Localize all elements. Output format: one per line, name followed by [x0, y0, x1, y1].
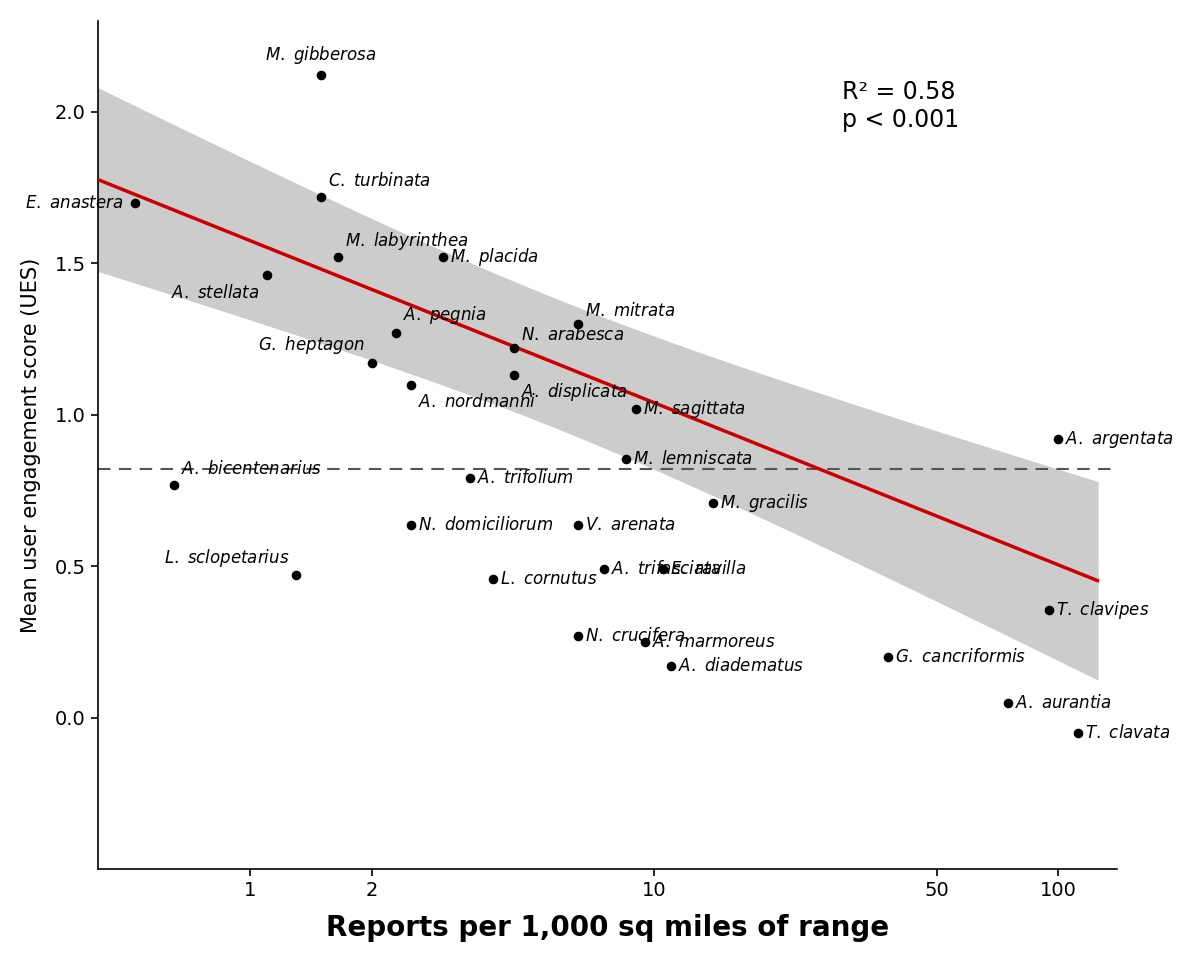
- Point: [433, 249, 452, 265]
- Point: [287, 568, 306, 584]
- Point: [661, 659, 680, 674]
- Point: [569, 518, 588, 534]
- Text: $\mathit{M.}$ $\mathit{placida}$: $\mathit{M.}$ $\mathit{placida}$: [450, 247, 539, 269]
- Text: $\mathit{A.}$ $\mathit{marmoreus}$: $\mathit{A.}$ $\mathit{marmoreus}$: [652, 633, 775, 651]
- Text: $\mathit{A.}$ $\mathit{argentata}$: $\mathit{A.}$ $\mathit{argentata}$: [1066, 429, 1174, 450]
- Point: [616, 451, 635, 466]
- Text: $\mathit{G.}$ $\mathit{cancriformis}$: $\mathit{G.}$ $\mathit{cancriformis}$: [895, 648, 1026, 666]
- X-axis label: Reports per 1,000 sq miles of range: Reports per 1,000 sq miles of range: [326, 914, 889, 942]
- Point: [626, 401, 646, 416]
- Text: R² = 0.58
p < 0.001: R² = 0.58 p < 0.001: [842, 80, 959, 132]
- Point: [878, 650, 898, 665]
- Text: $\mathit{N.}$ $\mathit{domiciliorum}$: $\mathit{N.}$ $\mathit{domiciliorum}$: [418, 516, 553, 534]
- Point: [569, 316, 588, 331]
- Point: [312, 67, 331, 83]
- Text: $\mathit{L.}$ $\mathit{sclopetarius}$: $\mathit{L.}$ $\mathit{sclopetarius}$: [163, 547, 289, 568]
- Text: $\mathit{M.}$ $\mathit{sagittata}$: $\mathit{M.}$ $\mathit{sagittata}$: [642, 398, 745, 420]
- Text: $\mathit{A.}$ $\mathit{bicentenarius}$: $\mathit{A.}$ $\mathit{bicentenarius}$: [181, 459, 322, 478]
- Point: [1039, 603, 1058, 618]
- Text: $\mathit{L.}$ $\mathit{cornutus}$: $\mathit{L.}$ $\mathit{cornutus}$: [500, 569, 598, 587]
- Text: $\mathit{A.}$ $\mathit{pegnia}$: $\mathit{A.}$ $\mathit{pegnia}$: [403, 304, 487, 326]
- Text: $\mathit{M.}$ $\mathit{labyrinthea}$: $\mathit{M.}$ $\mathit{labyrinthea}$: [344, 230, 468, 251]
- Text: $\mathit{T.}$ $\mathit{clavata}$: $\mathit{T.}$ $\mathit{clavata}$: [1085, 724, 1171, 742]
- Text: $\mathit{A.}$ $\mathit{trifolium}$: $\mathit{A.}$ $\mathit{trifolium}$: [476, 470, 574, 487]
- Point: [461, 471, 480, 486]
- Point: [401, 377, 420, 392]
- Text: $\mathit{A.}$ $\mathit{trifasciata}$: $\mathit{A.}$ $\mathit{trifasciata}$: [611, 560, 721, 579]
- Point: [1068, 725, 1087, 741]
- Point: [998, 695, 1018, 711]
- Text: $\mathit{A.}$ $\mathit{nordmanni}$: $\mathit{A.}$ $\mathit{nordmanni}$: [418, 393, 536, 411]
- Text: $\mathit{E.}$ $\mathit{anastera}$: $\mathit{E.}$ $\mathit{anastera}$: [25, 194, 124, 212]
- Point: [386, 325, 406, 341]
- Text: $\mathit{M.}$ $\mathit{mitrata}$: $\mathit{M.}$ $\mathit{mitrata}$: [586, 301, 676, 320]
- Text: $\mathit{A.}$ $\mathit{diadematus}$: $\mathit{A.}$ $\mathit{diadematus}$: [678, 658, 804, 675]
- Point: [257, 268, 276, 283]
- Text: $\mathit{A.}$ $\mathit{stellata}$: $\mathit{A.}$ $\mathit{stellata}$: [172, 284, 259, 301]
- Point: [1049, 431, 1068, 447]
- Text: $\mathit{N.}$ $\mathit{crucifera}$: $\mathit{N.}$ $\mathit{crucifera}$: [586, 627, 686, 645]
- Y-axis label: Mean user engagement score (UES): Mean user engagement score (UES): [20, 257, 41, 633]
- Point: [703, 495, 722, 510]
- Text: $\mathit{N.}$ $\mathit{arabesca}$: $\mathit{N.}$ $\mathit{arabesca}$: [521, 326, 624, 344]
- Text: $\mathit{A.}$ $\mathit{aurantia}$: $\mathit{A.}$ $\mathit{aurantia}$: [1015, 693, 1111, 712]
- Text: $\mathit{C.}$ $\mathit{turbinata}$: $\mathit{C.}$ $\mathit{turbinata}$: [328, 171, 431, 190]
- Point: [362, 355, 382, 371]
- Point: [653, 561, 672, 577]
- Point: [312, 189, 331, 204]
- Text: $\mathit{M.}$ $\mathit{gibberosa}$: $\mathit{M.}$ $\mathit{gibberosa}$: [265, 43, 377, 65]
- Text: $\mathit{G.}$ $\mathit{heptagon}$: $\mathit{G.}$ $\mathit{heptagon}$: [258, 334, 365, 356]
- Point: [636, 635, 655, 650]
- Text: $\mathit{E.}$ $\mathit{ravilla}$: $\mathit{E.}$ $\mathit{ravilla}$: [670, 560, 745, 579]
- Text: $\mathit{M.}$ $\mathit{lemniscata}$: $\mathit{M.}$ $\mathit{lemniscata}$: [632, 450, 752, 468]
- Text: $\mathit{M.}$ $\mathit{gracilis}$: $\mathit{M.}$ $\mathit{gracilis}$: [720, 492, 809, 513]
- Point: [569, 629, 588, 644]
- Text: $\mathit{A.}$ $\mathit{displicata}$: $\mathit{A.}$ $\mathit{displicata}$: [521, 381, 628, 403]
- Point: [401, 518, 420, 534]
- Text: $\mathit{V.}$ $\mathit{arenata}$: $\mathit{V.}$ $\mathit{arenata}$: [586, 516, 677, 534]
- Point: [164, 477, 184, 492]
- Point: [594, 561, 613, 577]
- Point: [484, 571, 503, 586]
- Text: $\mathit{T.}$ $\mathit{clavipes}$: $\mathit{T.}$ $\mathit{clavipes}$: [1056, 599, 1150, 621]
- Point: [504, 368, 523, 383]
- Point: [329, 249, 348, 265]
- Point: [126, 195, 145, 210]
- Point: [504, 341, 523, 356]
